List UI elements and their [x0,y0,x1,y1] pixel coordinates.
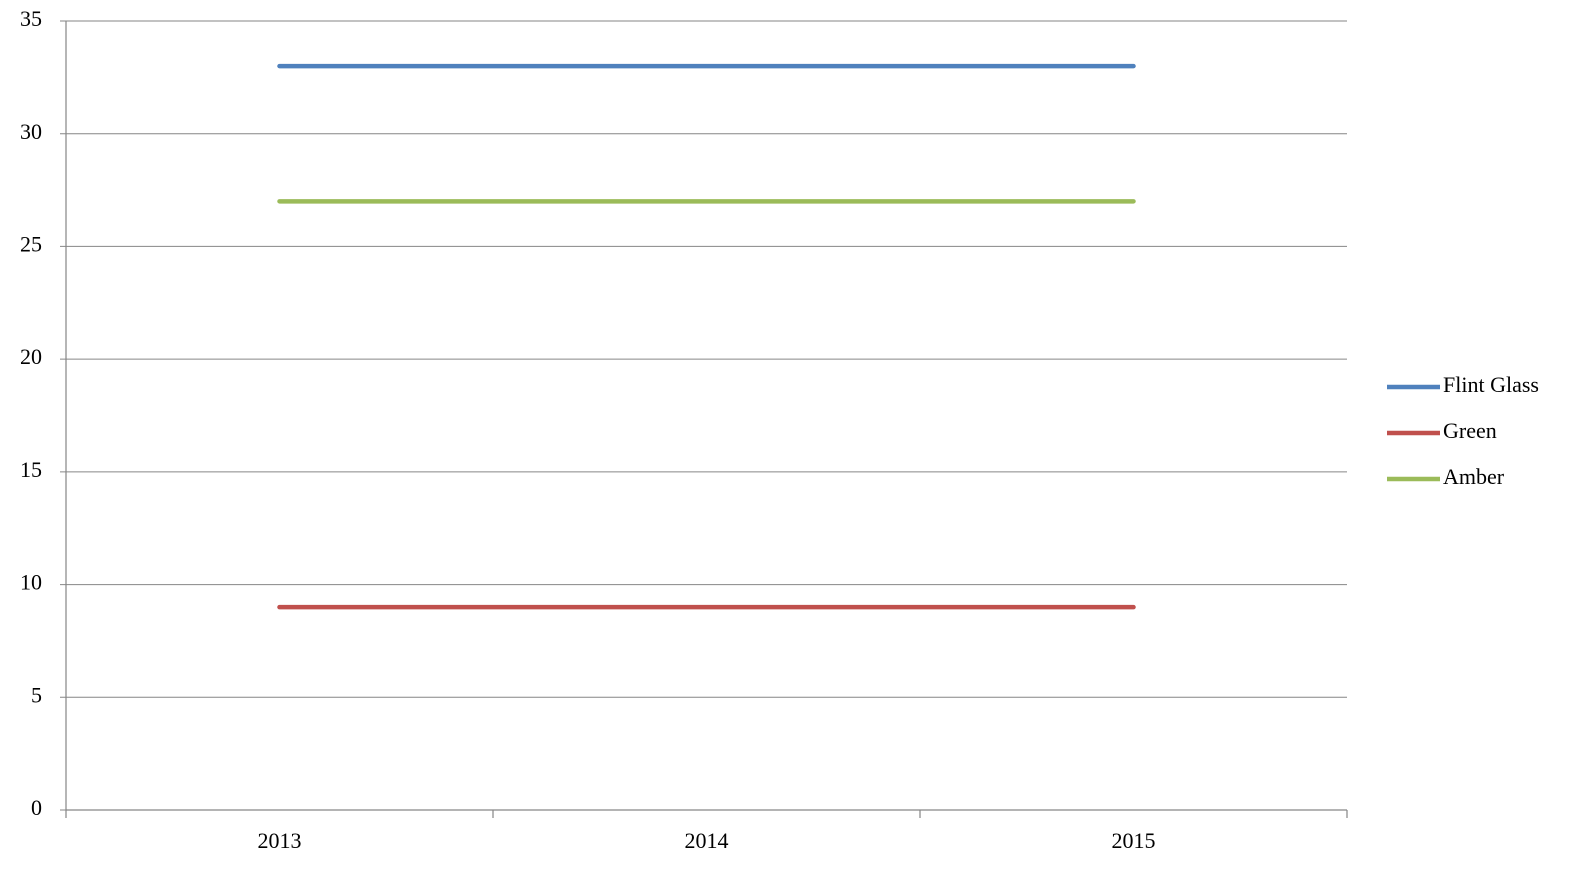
y-tick-label: 10 [20,570,42,595]
legend-label: Green [1443,418,1497,443]
x-tick-label: 2014 [685,828,729,853]
y-tick-label: 25 [20,231,42,256]
y-tick-label: 15 [20,457,42,482]
y-tick-label: 5 [31,682,42,707]
legend-label: Flint Glass [1443,372,1539,397]
x-tick-label: 2013 [258,828,302,853]
y-tick-label: 35 [20,6,42,31]
y-tick-label: 20 [20,344,42,369]
y-tick-label: 0 [31,795,42,820]
x-tick-label: 2015 [1112,828,1156,853]
y-tick-label: 30 [20,119,42,144]
legend-label: Amber [1443,464,1505,489]
